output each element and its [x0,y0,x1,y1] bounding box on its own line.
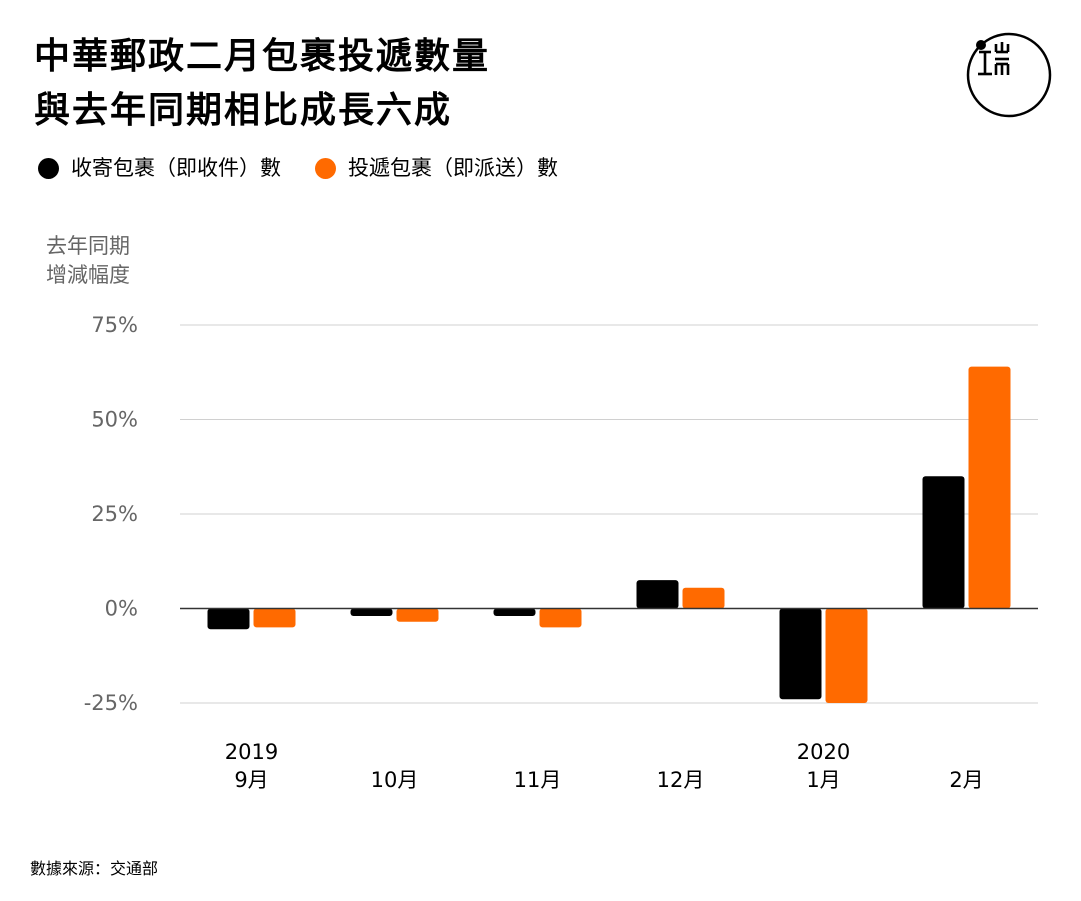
bar-series0-1 [350,608,393,617]
x-month-label-4: 1月 [806,768,840,792]
y-tick-label-2: 25% [91,502,138,526]
x-month-label-0: 9月 [234,768,268,792]
legend-swatch-collect [38,157,59,179]
bar-series0-4 [779,608,822,700]
y-axis-label-line-2: 增減幅度 [46,263,130,287]
legend-label-deliver: 投遞包裹（即派送）數 [348,156,558,180]
x-month-label-1: 10月 [371,768,419,792]
initium-logo-icon [966,32,1052,118]
y-tick-label-4: -25% [84,691,138,715]
x-month-label-5: 2月 [949,768,983,792]
y-tick-label-1: 50% [91,408,138,432]
x-month-label-3: 12月 [657,768,705,792]
bar-series1-2 [539,608,582,628]
legend-item-deliver: 投遞包裹（即派送）數 [315,153,558,183]
legend: 收寄包裹（即收件）數 投遞包裹（即派送）數 [38,153,592,183]
bar-series0-3 [636,580,679,609]
bar-series1-5 [968,366,1011,609]
y-axis-label-line-1: 去年同期 [46,234,130,258]
bar-series0-2 [493,608,536,617]
x-month-label-2: 11月 [514,768,562,792]
legend-label-collect: 收寄包裹（即收件）數 [71,156,281,180]
bar-series1-4 [825,608,868,703]
x-year-label-4: 2020 [797,740,850,764]
title-line-1: 中華郵政二月包裹投遞數量 [34,36,491,77]
bar-series1-3 [682,587,725,609]
bar-series1-0 [253,608,296,628]
bar-series0-5 [922,476,965,609]
legend-swatch-deliver [315,157,336,179]
bar-series1-1 [396,608,439,622]
bar-series0-0 [207,608,250,630]
y-tick-label-3: 0% [105,597,138,621]
chart-title: 中華郵政二月包裹投遞數量 與去年同期相比成長六成 [34,30,490,138]
y-axis-label: 去年同期 增減幅度 [46,232,156,290]
x-year-label-0: 2019 [225,740,278,764]
legend-item-collect: 收寄包裹（即收件）數 [38,153,281,183]
data-source: 數據來源：交通部 [30,859,159,878]
title-line-2: 與去年同期相比成長六成 [34,90,453,131]
y-tick-label-0: 75% [91,313,138,337]
